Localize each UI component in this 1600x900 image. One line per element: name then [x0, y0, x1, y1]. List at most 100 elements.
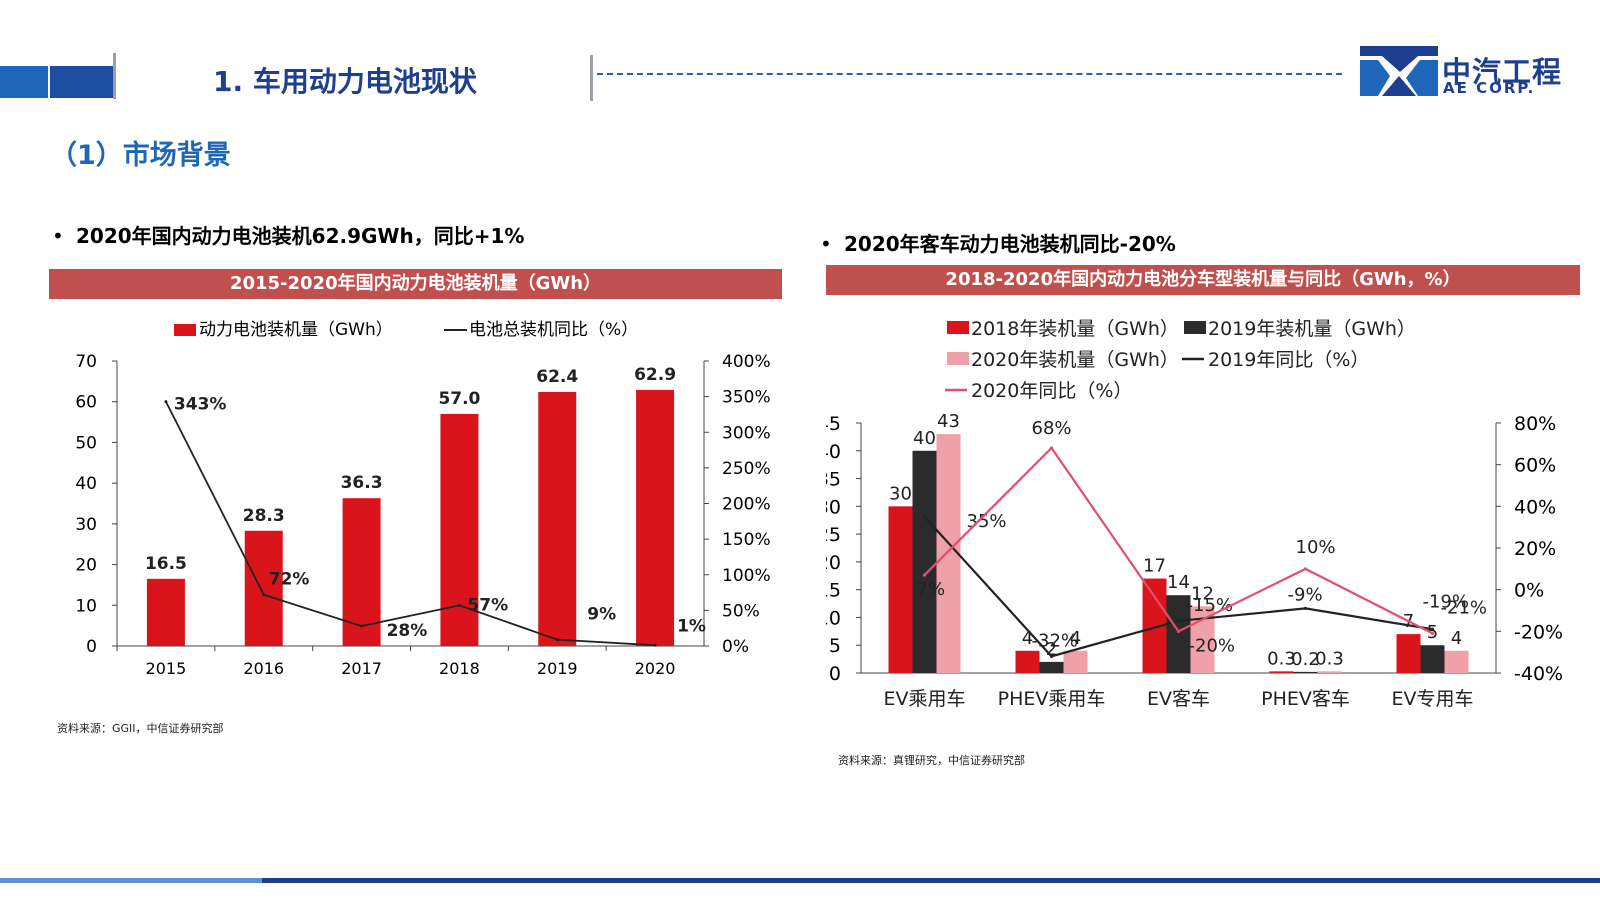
yoy-value-label: 35% [967, 511, 1007, 532]
bar-value-label: 12 [1191, 583, 1214, 604]
x-tick-label: PHEV乘用车 [998, 688, 1106, 710]
yoy-point [262, 593, 266, 597]
legend-label: 2019年同比（%） [1208, 349, 1369, 371]
bar [1317, 671, 1342, 673]
bar [1166, 595, 1191, 673]
y-tick-label-left: 0 [86, 637, 97, 657]
bar [1396, 634, 1421, 673]
yoy-value-label: 57% [467, 595, 508, 615]
y-tick-label-left: 10 [75, 596, 97, 616]
footer-rule-light [0, 878, 262, 883]
yoy-value-label: 72% [269, 570, 310, 590]
y-tick-label-right: 50% [722, 601, 760, 621]
x-tick-label: 2020 [635, 659, 676, 678]
x-tick-label: EV乘用车 [883, 688, 965, 710]
yoy-value-label: 7% [917, 579, 946, 600]
y-tick-label-left: 35 [826, 469, 841, 491]
y-tick-label-right: 250% [722, 459, 771, 479]
y-tick-label-left: 0 [829, 663, 841, 685]
bar [146, 578, 185, 646]
bar [1039, 661, 1064, 673]
right-bullet: • 2020年客车动力电池装机同比-20% [820, 228, 1176, 257]
bar-value-label: 17 [1143, 556, 1166, 577]
yoy-value-label: -20% [1189, 635, 1236, 656]
header-divider-right [590, 55, 593, 101]
y-tick-label-left: 25 [826, 524, 841, 546]
left-bullet: • 2020年国内动力电池装机62.9GWh，同比+1% [52, 220, 524, 249]
bar [936, 434, 961, 673]
bar-value-label: 0.3 [1267, 648, 1296, 669]
bar-value-label: 57.0 [438, 389, 480, 409]
x-tick-label: EV专用车 [1391, 688, 1473, 710]
right-chart: 2018年装机量（GWh） 2019年装机量（GWh） 2020年装机量（GWh） 2… [826, 318, 1563, 710]
yoy-point [1176, 629, 1181, 633]
y-tick-label-right: 60% [1514, 455, 1556, 477]
left-bullet-text: 2020年国内动力电池装机62.9GWh，同比+1% [76, 224, 525, 248]
left-chart-banner: 2015-2020年国内动力电池装机量（GWh） [49, 269, 782, 299]
bar-value-label: 2 [1046, 639, 1057, 660]
y-tick-label-left: 15 [826, 580, 841, 602]
bar [888, 506, 913, 673]
y-tick-label-left: 70 [75, 352, 97, 372]
y-tick-label-left: 30 [75, 515, 97, 535]
bar [1420, 645, 1445, 673]
yoy-point [1176, 619, 1181, 623]
bar-value-label: 36.3 [341, 473, 383, 493]
legend-label: 2020年同比（%） [971, 380, 1132, 402]
bar-value-label: 62.9 [634, 365, 676, 385]
y-tick-label-right: 20% [1514, 538, 1556, 560]
y-tick-label-left: 10 [826, 607, 841, 629]
header-dashed-rule [597, 73, 1342, 75]
x-tick-label: EV客车 [1147, 688, 1210, 710]
x-tick-label: PHEV客车 [1261, 688, 1350, 710]
bar-value-label: 40 [913, 428, 936, 449]
y-tick-label-left: 20 [75, 556, 97, 576]
section-title: （1）市场背景 [50, 140, 231, 171]
bar-value-label: 4 [1451, 628, 1462, 649]
header-accent-bar [0, 66, 48, 98]
yoy-point [360, 624, 364, 628]
bar [1063, 650, 1088, 673]
y-tick-label-right: -40% [1514, 663, 1563, 685]
bar-value-label: 28.3 [243, 506, 285, 526]
yoy-value-label: 1% [677, 616, 706, 636]
legend-swatch-bar [174, 324, 196, 336]
bar-value-label: 4 [1070, 628, 1081, 649]
bar [538, 391, 577, 646]
bar [636, 389, 675, 646]
y-tick-label-left: 50 [75, 433, 97, 453]
yoy-value-label: 343% [174, 395, 227, 415]
yoy-point [1430, 631, 1435, 636]
bar [1444, 650, 1469, 673]
y-tick-label-right: 0% [1514, 580, 1544, 602]
header-accent-bar-dark [50, 66, 114, 98]
y-tick-label-right: 200% [722, 495, 771, 515]
bar [1293, 671, 1318, 673]
legend-label: 2018年装机量（GWh） [971, 318, 1179, 340]
y-tick-label-right: 150% [722, 530, 771, 550]
bar-value-label: 62.4 [536, 367, 578, 387]
yoy-value-label: 28% [387, 621, 428, 641]
bar-value-label: 4 [1022, 628, 1033, 649]
logo-text-cn: 中汽工程 [1442, 55, 1563, 89]
yoy-value-label: 68% [1032, 418, 1072, 439]
y-tick-label-right: 350% [722, 388, 771, 408]
bullet-dot-icon: • [52, 224, 64, 248]
y-tick-label-left: 60 [75, 393, 97, 413]
y-tick-label-right: 40% [1514, 496, 1556, 518]
bar-value-label: 0.2 [1291, 649, 1320, 670]
logo-text-en: AE CORP. [1443, 79, 1536, 97]
yoy-point [1049, 654, 1054, 658]
legend-label-bar: 动力电池装机量（GWh） [199, 320, 393, 340]
yoy-value-label: 10% [1296, 537, 1336, 558]
yoy-point [1303, 606, 1308, 611]
yoy-point [164, 400, 168, 404]
ae-corp-logo-icon [1360, 46, 1438, 96]
y-tick-label-left: 20 [826, 552, 841, 574]
yoy-value-label: 9% [587, 605, 616, 625]
legend-swatch [947, 352, 969, 365]
y-tick-label-left: 5 [829, 635, 841, 657]
yoy-value-label: -32% [1032, 630, 1079, 651]
y-tick-label-left: 40 [75, 474, 97, 494]
x-tick-label: 2017 [341, 659, 382, 678]
